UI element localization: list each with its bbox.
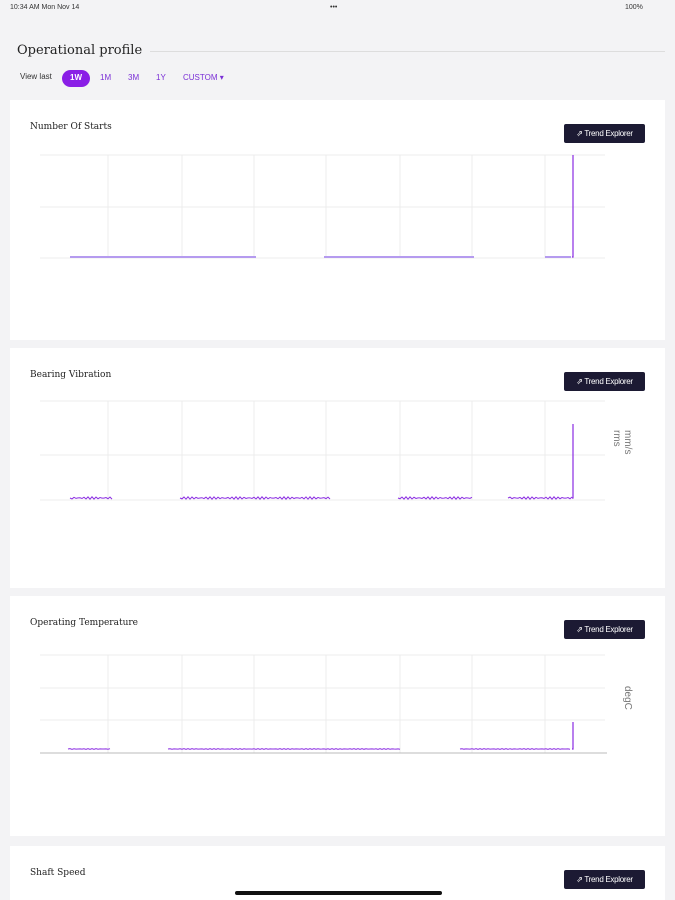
- button-label[interactable]: Trend Explorer: [584, 129, 633, 138]
- status-dots: •••: [330, 4, 338, 11]
- range-3m[interactable]: 3M: [128, 73, 140, 82]
- series-line: [572, 424, 574, 499]
- series-line: [397, 496, 473, 500]
- range-custom[interactable]: CUSTOM ▾: [183, 73, 224, 82]
- page-title: Operational profile: [17, 43, 143, 58]
- chart: [40, 654, 607, 754]
- series-line: [179, 496, 331, 500]
- button-label[interactable]: Trend Explorer: [584, 377, 633, 386]
- range-1m[interactable]: 1M: [100, 73, 112, 82]
- home-indicator: [235, 891, 442, 895]
- range-custom-label[interactable]: CUSTOM: [183, 73, 218, 82]
- divider: [150, 51, 665, 52]
- button-label[interactable]: Trend Explorer: [584, 625, 633, 634]
- range-1w[interactable]: 1W: [62, 70, 90, 87]
- card: Operating Temperature ⇗ Trend Explorer d…: [10, 596, 665, 836]
- series-line: [459, 748, 571, 750]
- trend-explorer-button[interactable]: ⇗ Trend Explorer: [564, 124, 645, 143]
- unit-label: mm/s rms: [611, 430, 633, 455]
- card-title: Number Of Starts: [30, 122, 112, 132]
- unit-label: degC: [622, 686, 633, 710]
- card-title: Operating Temperature: [30, 618, 139, 628]
- series-line: [572, 155, 574, 258]
- trend-explorer-button[interactable]: ⇗ Trend Explorer: [564, 372, 645, 391]
- status-time: 10:34 AM Mon Nov 14: [10, 4, 80, 11]
- series-line: [69, 496, 113, 500]
- series-line: [167, 748, 401, 750]
- button-label[interactable]: Trend Explorer: [584, 875, 633, 884]
- card: Number Of Starts ⇗ Trend Explorer: [10, 100, 665, 340]
- chart: [40, 154, 605, 259]
- view-last: View last: [20, 72, 52, 81]
- card-title: Shaft Speed: [30, 868, 86, 878]
- series-line: [67, 748, 111, 750]
- card-title: Bearing Vibration: [30, 370, 112, 380]
- chart: [40, 400, 605, 501]
- trend-explorer-button[interactable]: ⇗ Trend Explorer: [564, 620, 645, 639]
- series-line: [507, 496, 573, 500]
- trend-explorer-button[interactable]: ⇗ Trend Explorer: [564, 870, 645, 889]
- range-1y[interactable]: 1Y: [156, 73, 166, 82]
- status-battery: 100%: [625, 4, 643, 11]
- card: Bearing Vibration ⇗ Trend Explorer mm/s …: [10, 348, 665, 588]
- series-line: [572, 722, 574, 750]
